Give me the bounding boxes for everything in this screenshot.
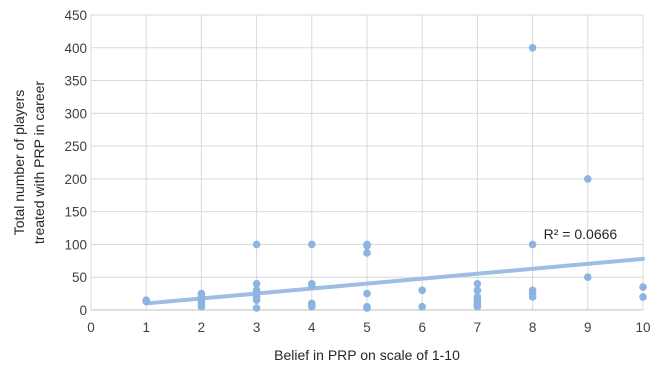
data-point <box>363 241 371 250</box>
gridlines <box>91 14 644 310</box>
data-point <box>363 289 371 298</box>
data-point <box>363 304 371 312</box>
x-tick-label: 5 <box>363 320 371 335</box>
y-tick-label: 450 <box>64 8 87 23</box>
y-tick-label: 150 <box>64 205 87 220</box>
x-tick-label: 1 <box>142 320 150 335</box>
r-squared-annotation: R² = 0.0666 <box>544 226 618 242</box>
data-point <box>308 240 316 249</box>
data-point <box>308 281 316 289</box>
x-tick-label: 3 <box>253 320 261 335</box>
y-tick-label: 400 <box>64 41 87 56</box>
data-point <box>197 302 206 311</box>
data-point <box>418 302 427 311</box>
y-axis-title-line-2: treated with PRP in career <box>31 81 47 244</box>
data-point <box>252 279 261 288</box>
x-tick-label: 4 <box>308 320 316 335</box>
data-point <box>252 296 261 304</box>
x-tick-label: 2 <box>198 320 206 335</box>
y-tick-label: 100 <box>64 237 87 252</box>
y-tick-label: 200 <box>64 172 87 187</box>
linear-trendline <box>144 256 645 306</box>
data-point <box>584 273 592 282</box>
y-axis-title-line-1: Total number of players <box>11 90 27 236</box>
data-points <box>142 43 647 312</box>
data-point <box>528 240 537 249</box>
y-tick-label: 250 <box>64 139 87 154</box>
data-point <box>473 286 482 295</box>
x-tick-label: 10 <box>635 320 650 335</box>
data-point <box>252 304 261 312</box>
data-point <box>418 286 427 295</box>
data-point <box>639 293 647 301</box>
data-point <box>252 240 261 249</box>
x-tick-label: 7 <box>474 320 482 335</box>
y-tick-label: 50 <box>72 270 87 285</box>
data-point <box>308 302 316 311</box>
data-point <box>473 302 482 311</box>
trendline-group <box>144 256 645 306</box>
y-tick-label: 0 <box>79 303 87 318</box>
data-point <box>363 249 371 257</box>
y-tick-label: 300 <box>64 106 87 121</box>
data-point <box>639 283 647 291</box>
data-point <box>584 175 592 183</box>
x-axis-title: Belief in PRP on scale of 1-10 <box>274 347 460 363</box>
x-tick-label: 0 <box>87 320 95 335</box>
data-point <box>528 293 537 301</box>
x-tick-label: 6 <box>418 320 426 335</box>
tick-labels: 0 50 100 150 200 250 300 350 400 450 0 1 2 3 4 5 6 7 8 9 10 <box>64 8 650 335</box>
data-point <box>473 279 482 288</box>
data-point <box>528 43 537 52</box>
y-axis-title: Total number of players treated with PRP… <box>11 81 47 244</box>
y-tick-label: 350 <box>64 74 87 89</box>
x-tick-label: 8 <box>529 320 537 335</box>
data-point <box>142 297 150 306</box>
x-tick-label: 9 <box>584 320 592 335</box>
